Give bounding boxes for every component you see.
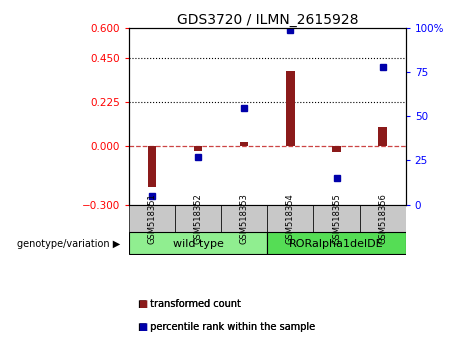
Text: GSM518351: GSM518351	[148, 193, 157, 244]
Text: transformed count: transformed count	[150, 299, 241, 309]
Bar	[267, 205, 313, 232]
Text: RORalpha1delDE: RORalpha1delDE	[289, 239, 384, 249]
Text: wild type: wild type	[173, 239, 224, 249]
Bar	[332, 146, 341, 152]
Text: GSM518356: GSM518356	[378, 193, 387, 244]
Bar	[313, 205, 360, 232]
Bar	[360, 205, 406, 232]
Bar	[129, 232, 267, 255]
Bar	[194, 146, 202, 151]
Text: ■ percentile rank within the sample: ■ percentile rank within the sample	[138, 322, 316, 332]
Text: ■: ■	[138, 322, 148, 332]
Text: percentile rank within the sample: percentile rank within the sample	[150, 322, 315, 332]
Bar	[221, 205, 267, 232]
Bar	[267, 232, 406, 255]
Title: GDS3720 / ILMN_2615928: GDS3720 / ILMN_2615928	[177, 13, 358, 27]
Text: GSM518353: GSM518353	[240, 193, 249, 244]
Bar	[175, 205, 221, 232]
Text: ■: ■	[138, 299, 148, 309]
Bar	[148, 146, 156, 187]
Text: GSM518355: GSM518355	[332, 193, 341, 244]
Bar	[240, 142, 248, 146]
Bar	[129, 205, 175, 232]
Bar	[378, 127, 387, 146]
Text: GSM518354: GSM518354	[286, 193, 295, 244]
Bar	[286, 72, 295, 146]
Text: ■ transformed count: ■ transformed count	[138, 299, 242, 309]
Text: GSM518352: GSM518352	[194, 193, 203, 244]
Text: genotype/variation ▶: genotype/variation ▶	[17, 239, 120, 249]
